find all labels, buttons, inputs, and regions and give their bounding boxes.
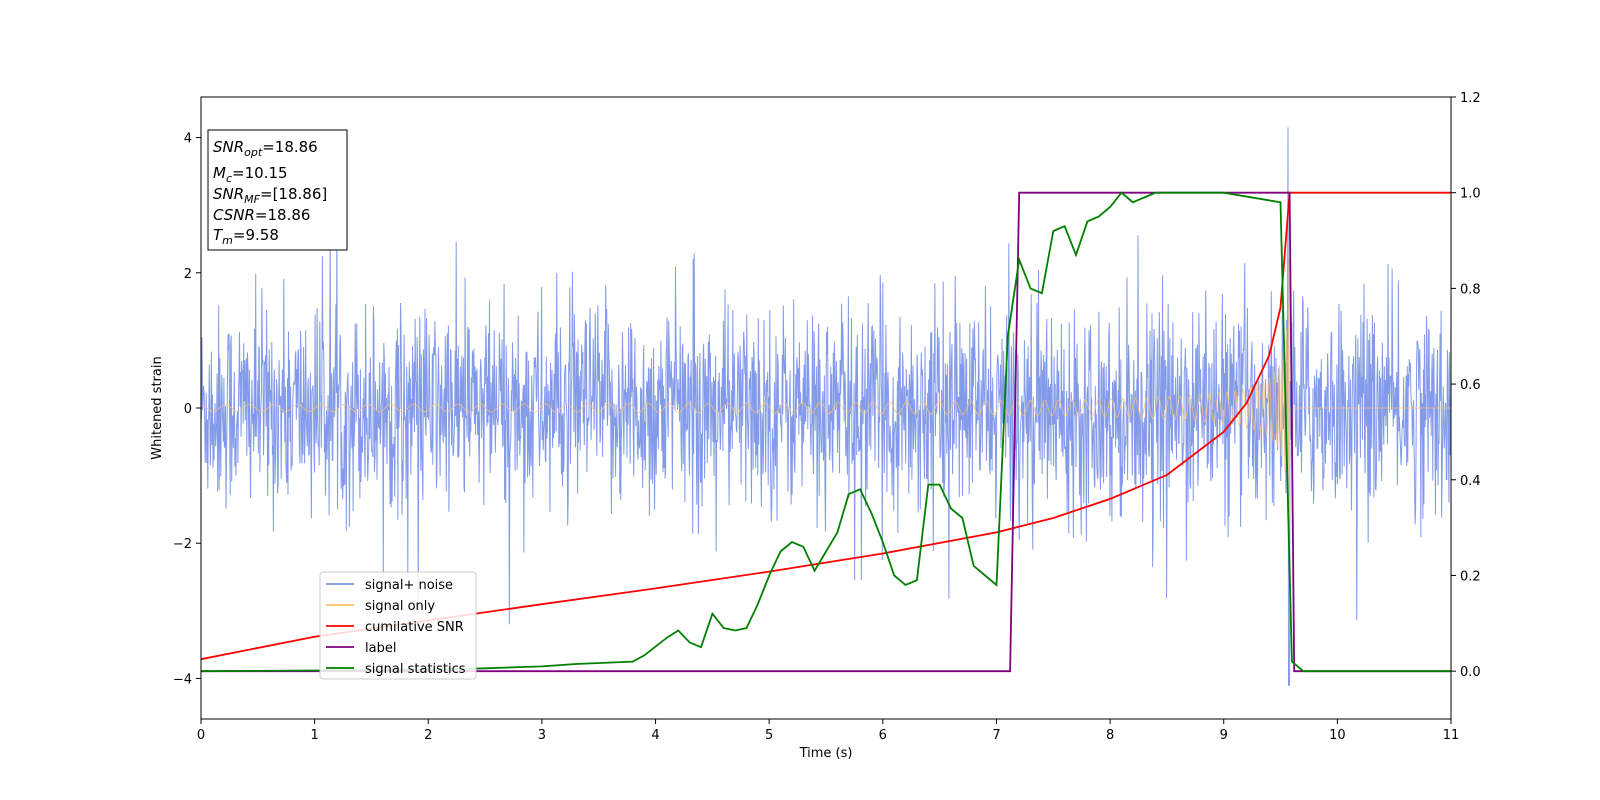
y-right-tick-label-1: 0.2 [1460, 569, 1481, 584]
series-signal-only [201, 258, 1451, 567]
info-tm: Tm=9.58 [213, 226, 279, 247]
x-axis: 0 1 2 3 4 5 6 7 8 9 10 11 [197, 719, 1459, 743]
y-left-tick-label-0: −4 [173, 672, 192, 687]
x-tick-label-4: 4 [651, 728, 659, 743]
legend-frame [319, 571, 477, 680]
x-tick-label-6: 6 [879, 728, 887, 743]
x-tick-label-7: 7 [992, 728, 1000, 743]
legend-label-cumulative-snr: cumilative SNR [365, 620, 464, 635]
info-snr-opt: SNRopt=18.86 [213, 138, 318, 159]
legend-label-signal-noise: signal+ noise [365, 578, 453, 593]
info-csnr: CSNR=18.86 [213, 206, 310, 224]
y-right-tick-label-0: 0.0 [1460, 665, 1481, 680]
x-tick-label-11: 11 [1443, 728, 1460, 743]
info-snr-mf: SNRMF=[18.86] [213, 185, 327, 206]
y-left-tick-label-1: −2 [173, 537, 192, 552]
info-mc: Mc=10.15 [213, 164, 288, 185]
y-right-tick-label-5: 1.0 [1460, 187, 1481, 202]
x-tick-label-10: 10 [1329, 728, 1346, 743]
x-tick-label-1: 1 [310, 728, 318, 743]
legend-label-label: label [365, 641, 396, 656]
x-tick-label-2: 2 [424, 728, 432, 743]
info-box-frame [207, 129, 348, 251]
y-axis-right: 0.0 0.2 0.4 0.6 0.8 1.0 1.2 [1451, 91, 1481, 680]
y-axis-left: −4 −2 0 2 4 [173, 132, 201, 687]
info-box: SNRopt=18.86 Mc=10.15 SNRMF=[18.86] CSNR… [207, 129, 348, 251]
x-tick-label-5: 5 [765, 728, 773, 743]
legend: signal+ noise signal only cumilative SNR… [319, 571, 477, 680]
x-tick-label-9: 9 [1220, 728, 1228, 743]
x-tick-label-8: 8 [1106, 728, 1114, 743]
y-left-tick-label-2: 0 [184, 402, 192, 417]
legend-label-signal-only: signal only [365, 599, 435, 614]
x-tick-label-3: 3 [538, 728, 546, 743]
y-right-tick-label-4: 0.8 [1460, 282, 1481, 297]
y-right-tick-label-3: 0.6 [1460, 378, 1481, 393]
series-signal-noise [201, 127, 1451, 686]
y-right-tick-label-6: 1.2 [1460, 91, 1481, 106]
legend-label-signal-statistics: signal statistics [365, 662, 466, 677]
series-layer [201, 127, 1451, 686]
x-tick-label-0: 0 [197, 728, 205, 743]
y-right-tick-label-2: 0.4 [1460, 474, 1481, 489]
series-signal-statistics [201, 191, 1451, 673]
y-left-tick-label-4: 4 [184, 132, 192, 147]
y-axis-title: Whitened strain [150, 356, 165, 459]
x-axis-title: Time (s) [799, 746, 853, 761]
y-left-tick-label-3: 2 [184, 267, 192, 282]
